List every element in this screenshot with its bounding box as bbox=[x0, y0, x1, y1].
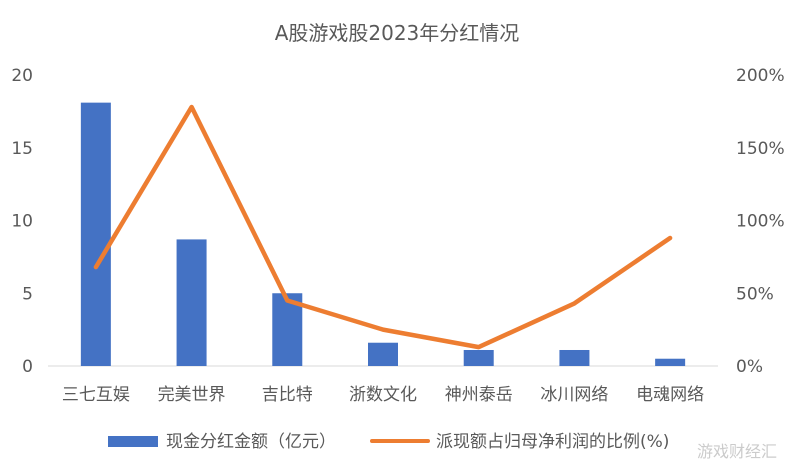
right-axis: 0% 50% 100% 150% 200% bbox=[736, 66, 785, 377]
left-axis: 0 5 10 15 20 bbox=[11, 66, 33, 377]
bar bbox=[559, 350, 589, 366]
chart-title: A股游戏股2023年分红情况 bbox=[275, 21, 520, 45]
x-axis: 三七互娱 完美世界 吉比特 浙数文化 神州泰岳 冰川网络 电魂网络 bbox=[62, 385, 704, 405]
left-tick-label: 15 bbox=[11, 139, 33, 159]
x-tick-label: 电魂网络 bbox=[636, 385, 704, 405]
x-tick-label: 三七互娱 bbox=[62, 385, 130, 405]
x-tick-label: 冰川网络 bbox=[540, 385, 608, 405]
left-tick-label: 0 bbox=[22, 357, 33, 377]
bar bbox=[464, 350, 494, 366]
right-tick-label: 50% bbox=[736, 284, 774, 304]
right-tick-label: 150% bbox=[736, 139, 785, 159]
right-tick-label: 100% bbox=[736, 212, 785, 232]
x-tick-label: 吉比特 bbox=[262, 385, 313, 405]
legend-swatch-bars bbox=[108, 436, 158, 447]
left-tick-label: 10 bbox=[11, 212, 33, 232]
left-tick-label: 20 bbox=[11, 66, 33, 86]
x-tick-label: 浙数文化 bbox=[349, 385, 417, 405]
bar bbox=[177, 239, 207, 366]
bar bbox=[368, 343, 398, 366]
watermark: 游戏财经汇 bbox=[697, 438, 777, 462]
legend-label-bars: 现金分红金额（亿元） bbox=[166, 432, 336, 452]
x-tick-label: 完美世界 bbox=[158, 385, 226, 405]
left-tick-label: 5 bbox=[22, 284, 33, 304]
bar bbox=[655, 359, 685, 366]
legend: 现金分红金额（亿元） 派现额占归母净利润的比例(%) bbox=[108, 432, 669, 452]
right-tick-label: 0% bbox=[736, 357, 763, 377]
right-tick-label: 200% bbox=[736, 66, 785, 86]
legend-label-line: 派现额占归母净利润的比例(%) bbox=[436, 432, 669, 452]
x-tick-label: 神州泰岳 bbox=[445, 385, 513, 405]
bar bbox=[81, 103, 111, 366]
